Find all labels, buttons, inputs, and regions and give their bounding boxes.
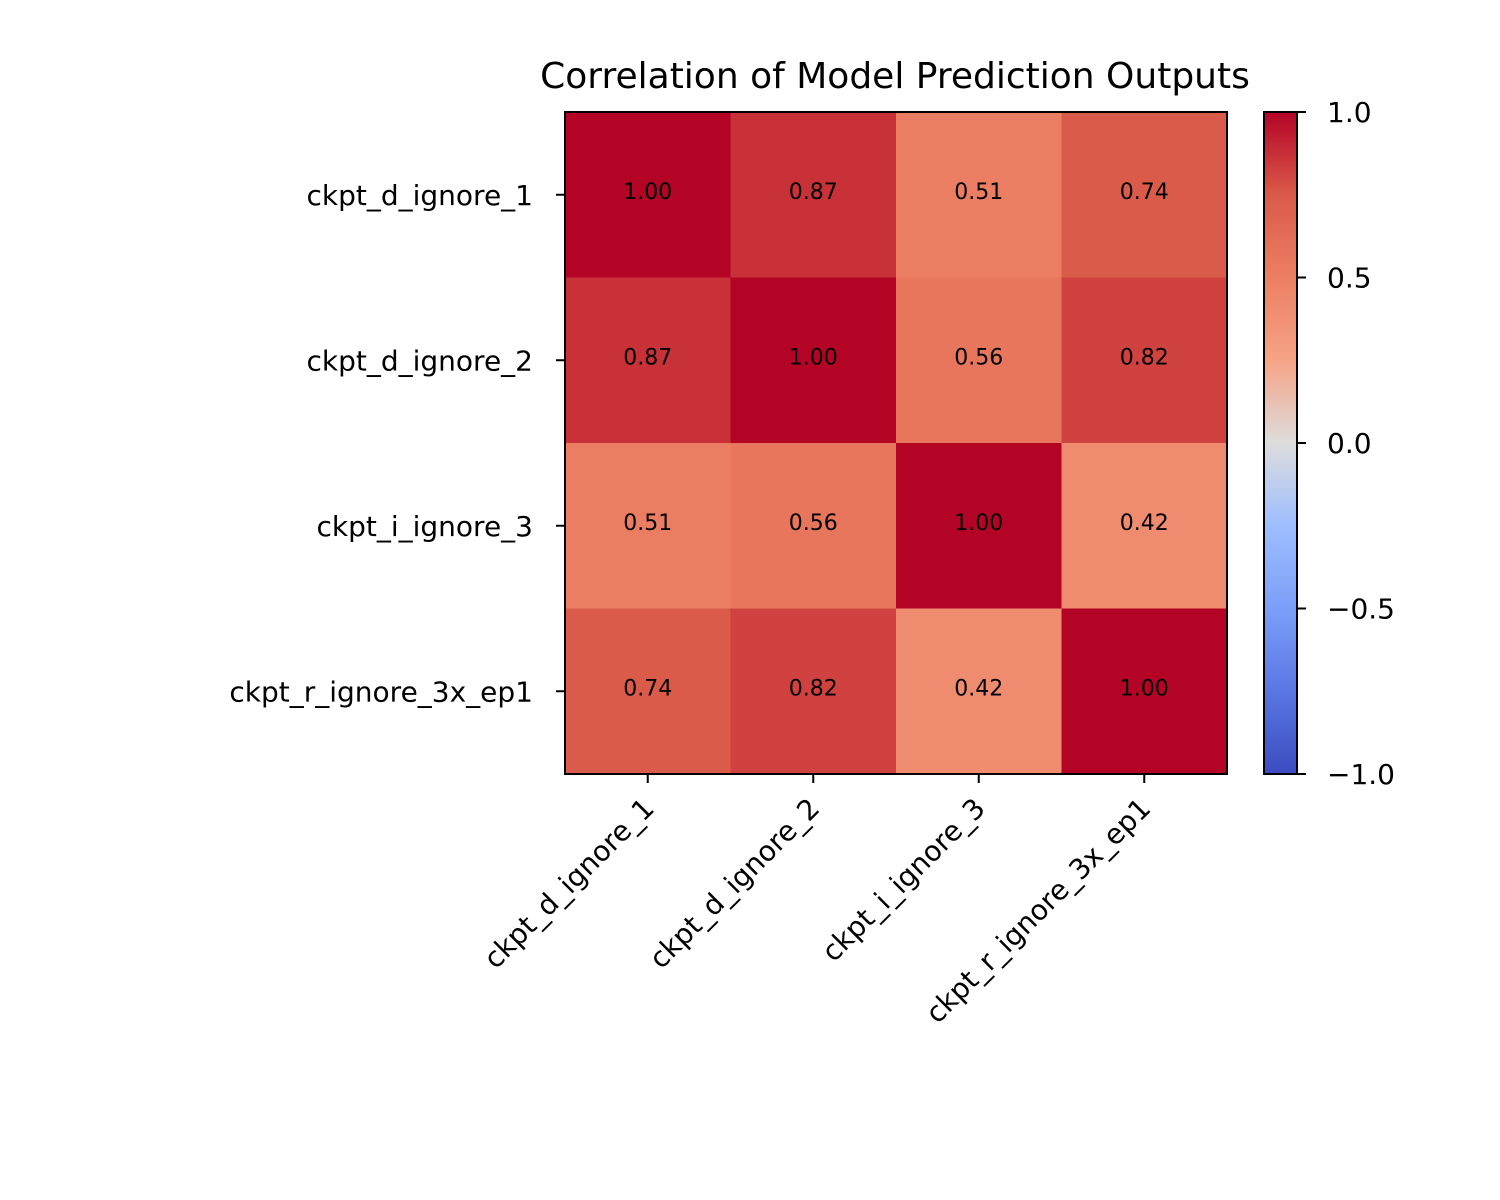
heatmap-cell-3-2 (896, 608, 1062, 775)
x-tick-label: ckpt_d_ignore_1 (477, 792, 661, 976)
y-tick-label: ckpt_r_ignore_3x_ep1 (229, 675, 533, 708)
x-tick-label: ckpt_d_ignore_2 (643, 792, 827, 976)
heatmap-cell-3-0 (565, 608, 731, 775)
heatmap-cell-2-3 (1061, 443, 1228, 609)
cell-value-label: 0.82 (1120, 345, 1169, 370)
x-tick-label: ckpt_i_ignore_3 (815, 792, 991, 968)
colorbar-tick-label: −0.5 (1327, 593, 1395, 626)
chart-title: Correlation of Model Prediction Outputs (540, 56, 1250, 97)
cell-value-label: 0.42 (954, 676, 1003, 701)
cell-value-label: 0.56 (789, 511, 838, 536)
cell-value-label: 0.74 (1120, 180, 1169, 205)
cell-value-label: 0.51 (623, 511, 672, 536)
x-axis: ckpt_d_ignore_1ckpt_d_ignore_2ckpt_i_ign… (477, 774, 1157, 1030)
heatmap-cell-2-0 (565, 443, 731, 609)
colorbar-tick-label: 0.0 (1327, 427, 1372, 460)
cell-value-label: 0.87 (623, 345, 672, 370)
heatmap-cell-2-1 (730, 443, 897, 609)
cell-value-label: 0.87 (789, 180, 838, 205)
heatmap-cell-1-1 (730, 277, 897, 444)
y-tick-label: ckpt_i_ignore_3 (316, 510, 533, 543)
heatmap-cell-1-2 (896, 277, 1062, 444)
y-axis: ckpt_d_ignore_1 ckpt_d_ignore_2 ckpt_i_ign… (229, 179, 565, 708)
heatmap-cell-1-0 (565, 277, 731, 444)
colorbar-tick-label: 0.5 (1327, 262, 1372, 295)
heatmap-cell-0-3 (1061, 112, 1228, 278)
cell-value-label: 1.00 (623, 180, 672, 205)
plot-frame (564, 111, 1228, 775)
heatmap-cell-1-3 (1061, 277, 1228, 444)
colorbar (1263, 111, 1298, 775)
colorbar-tick-label: 1.0 (1327, 96, 1372, 129)
heatmap-cell-2-2 (896, 443, 1062, 609)
cell-value-label: 0.51 (954, 180, 1003, 205)
cell-value-label: 1.00 (1120, 676, 1169, 701)
y-tick-label: ckpt_d_ignore_2 (306, 344, 533, 377)
heatmap-cell-labels: 1.00 0.87 0.51 0.74 0.87 1.00 0.56 0.82 0.51 0.56… (623, 180, 1168, 702)
heatmap-cells (565, 112, 1228, 775)
cell-value-label: 1.00 (954, 511, 1003, 536)
cell-value-label: 0.74 (623, 676, 672, 701)
colorbar-axis: 1.0 0.5 0.0 −0.5 −1.0 (1297, 96, 1395, 791)
heatmap-cell-3-1 (730, 608, 897, 775)
heatmap-cell-0-1 (730, 112, 897, 278)
heatmap-cell-0-0 (565, 112, 731, 278)
cell-value-label: 0.42 (1120, 511, 1169, 536)
heatmap-cell-3-3 (1061, 608, 1228, 775)
cell-value-label: 0.56 (954, 345, 1003, 370)
cell-value-label: 1.00 (789, 345, 838, 370)
heatmap-cell-0-2 (896, 112, 1062, 278)
colorbar-tick-label: −1.0 (1327, 758, 1395, 791)
y-tick-label: ckpt_d_ignore_1 (306, 179, 533, 212)
cell-value-label: 0.82 (789, 676, 838, 701)
